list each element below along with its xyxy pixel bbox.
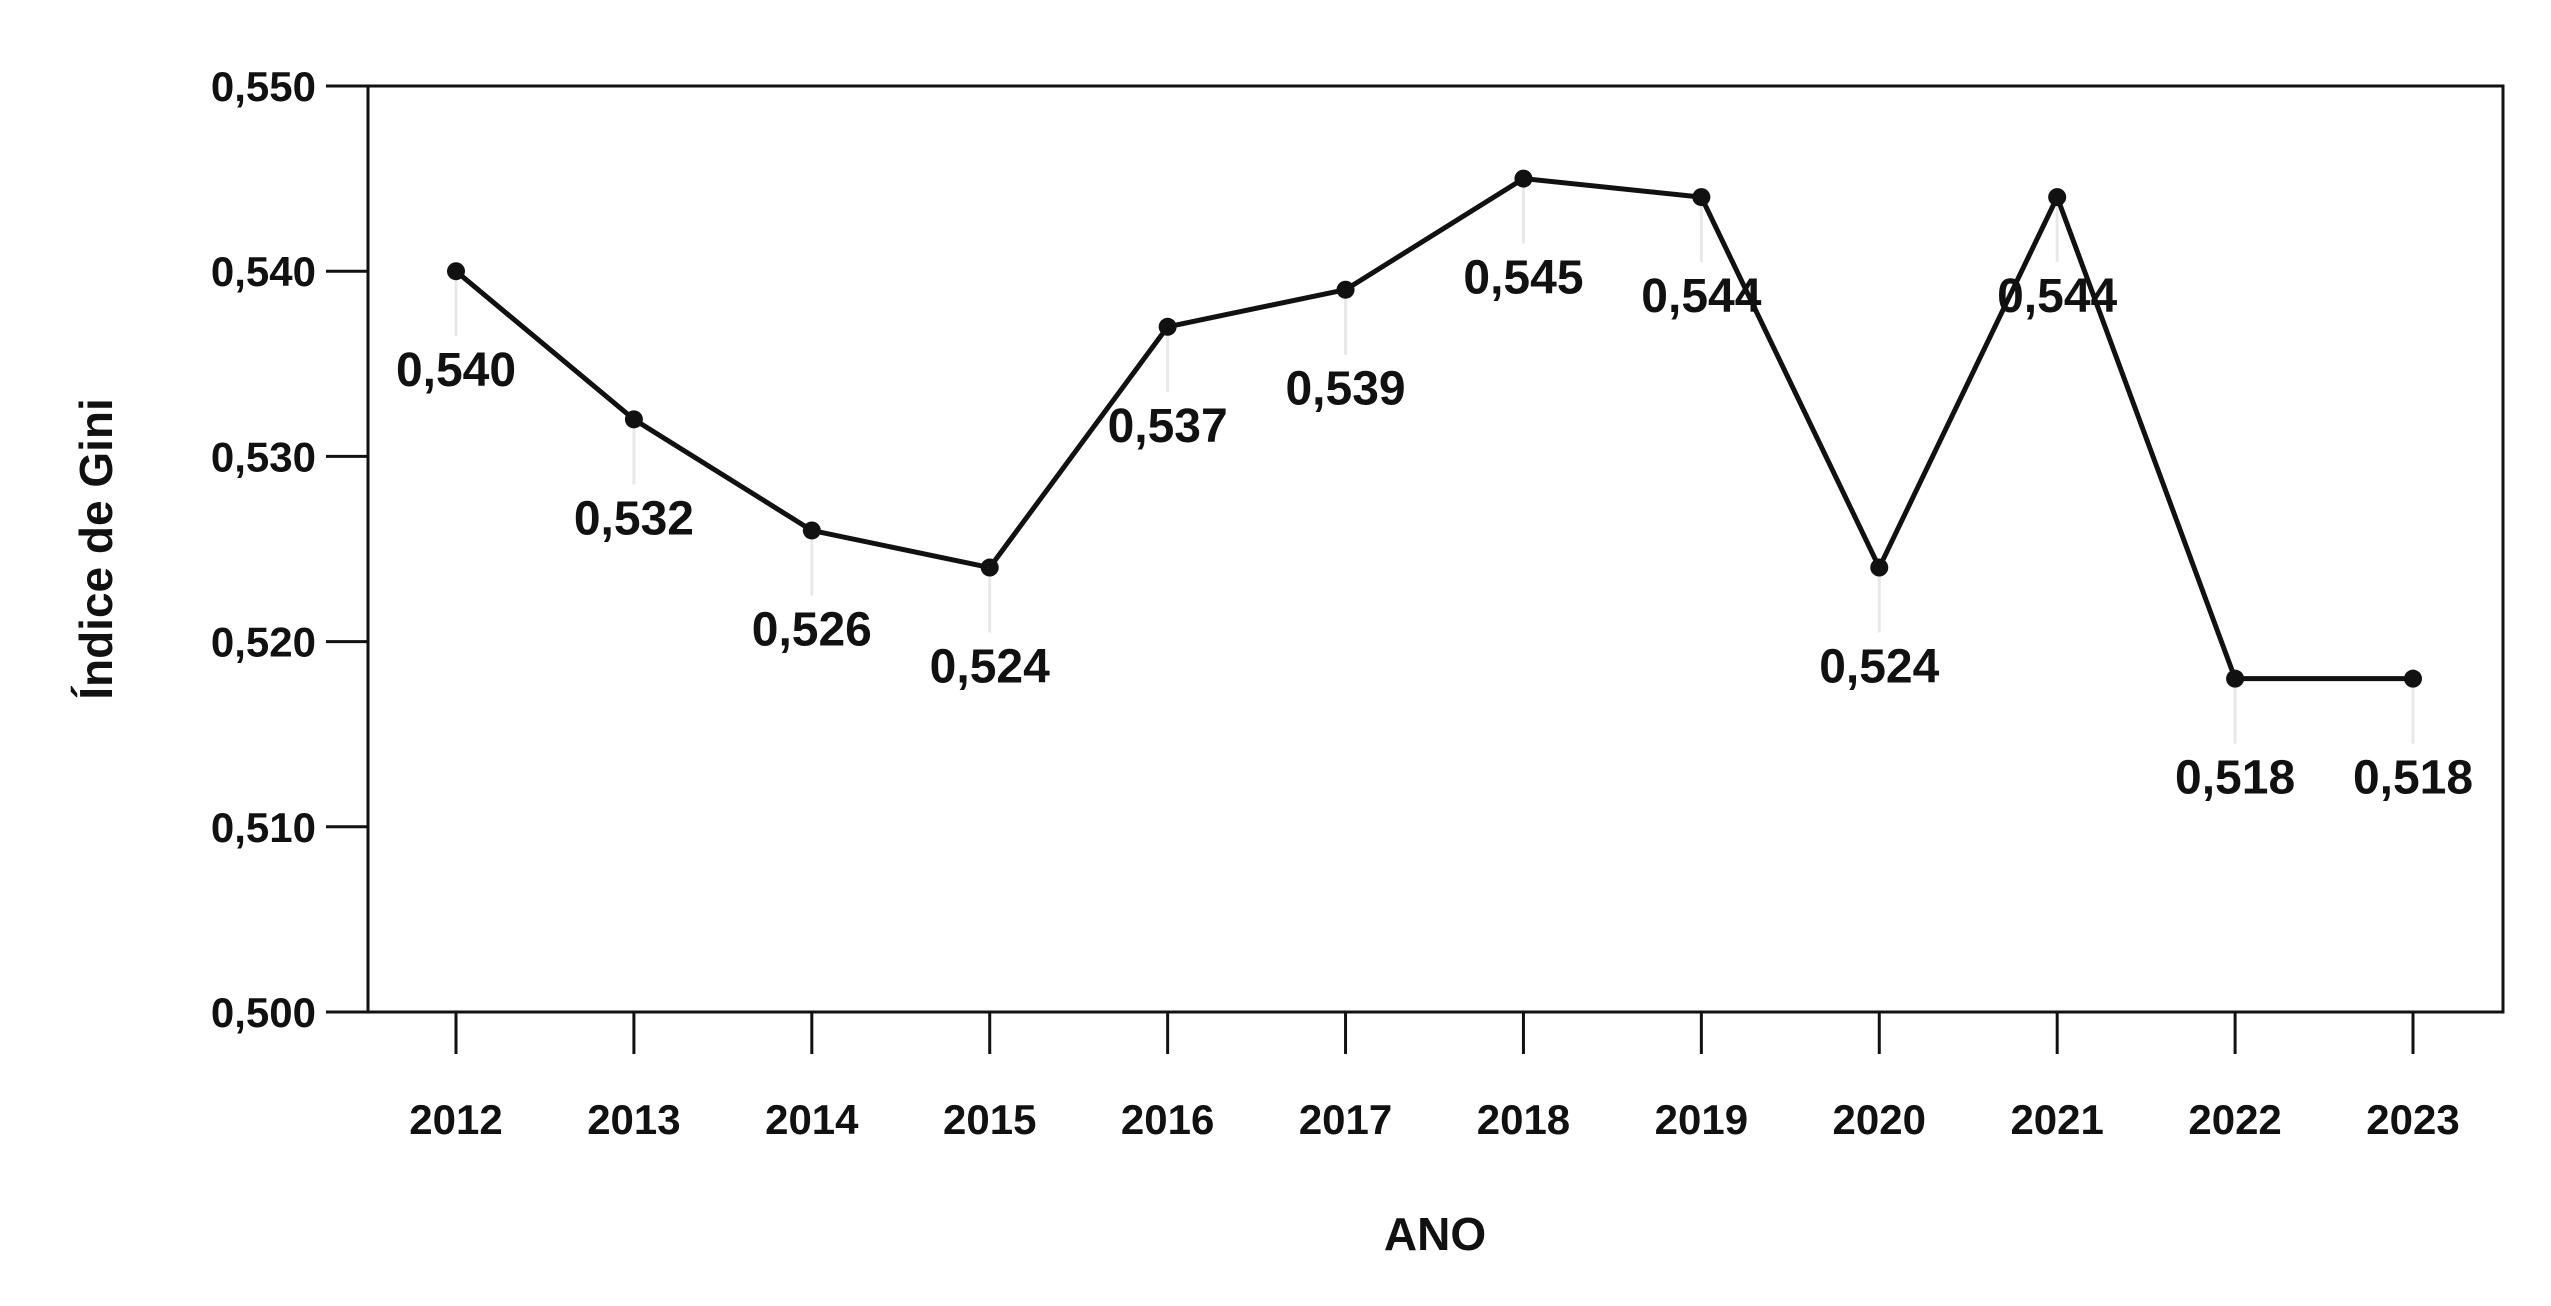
data-label: 0,524 — [1819, 641, 1939, 694]
data-point — [624, 410, 643, 429]
series-line — [454, 176, 2413, 682]
data-point — [1870, 558, 1889, 577]
data-point — [980, 558, 999, 577]
data-label: 0,544 — [1641, 270, 1761, 323]
x-tick-label: 2020 — [1833, 1096, 1926, 1143]
x-tick-label: 2018 — [1477, 1096, 1570, 1143]
x-tick-label: 2017 — [1299, 1096, 1392, 1143]
y-axis-title: Índice de Gini — [70, 398, 122, 700]
x-tick-label: 2023 — [2366, 1096, 2459, 1143]
x-tick-label: 2016 — [1121, 1096, 1214, 1143]
x-tick-label: 2022 — [2188, 1096, 2281, 1143]
data-point — [802, 521, 821, 540]
data-point — [2048, 188, 2067, 207]
x-axis: 2012 2013 2014 2015 2016 2017 2018 2019 2020 2021… — [409, 1012, 2460, 1143]
data-label: 0,518 — [2353, 752, 2473, 805]
x-tick-label: 2015 — [943, 1096, 1036, 1143]
data-point — [1514, 169, 1533, 188]
data-point — [1158, 317, 1177, 336]
y-tick-label: 0,530 — [211, 433, 316, 480]
data-label: 0,532 — [574, 492, 694, 545]
data-label: 0,518 — [2175, 752, 2295, 805]
data-label: 0,524 — [930, 641, 1050, 694]
data-label: 0,539 — [1285, 363, 1405, 416]
x-tick-label: 2013 — [587, 1096, 680, 1143]
x-tick-label: 2014 — [765, 1096, 859, 1143]
x-tick-label: 2012 — [409, 1096, 502, 1143]
y-tick-label: 0,540 — [211, 248, 316, 295]
plot-frame — [366, 84, 2505, 1014]
data-point — [2404, 669, 2422, 688]
x-axis-title: ANO — [1384, 1208, 1486, 1260]
y-tick-label: 0,500 — [211, 989, 316, 1036]
y-tick-label: 0,510 — [211, 804, 316, 851]
data-point — [1692, 188, 1711, 207]
data-point — [447, 262, 465, 281]
y-tick-label: 0,520 — [211, 619, 316, 666]
data-label: 0,540 — [396, 344, 516, 397]
data-point — [2226, 669, 2245, 688]
data-label: 0,545 — [1463, 252, 1583, 305]
y-tick-label: 0,550 — [211, 63, 316, 110]
x-tick-label: 2021 — [2010, 1096, 2103, 1143]
data-label: 0,526 — [752, 603, 872, 656]
x-tick-label: 2019 — [1655, 1096, 1748, 1143]
data-label: 0,544 — [1997, 270, 2117, 323]
y-axis: 0,500 0,510 0,520 0,530 0,540 0,550 — [211, 63, 368, 1036]
drop-lines — [454, 178, 2415, 744]
data-point — [1336, 280, 1355, 299]
data-points — [447, 169, 2422, 688]
data-labels: 0,540 0,532 0,526 0,524 0,537 0,539 0,545 0,544… — [396, 252, 2473, 805]
data-label: 0,537 — [1108, 400, 1228, 453]
